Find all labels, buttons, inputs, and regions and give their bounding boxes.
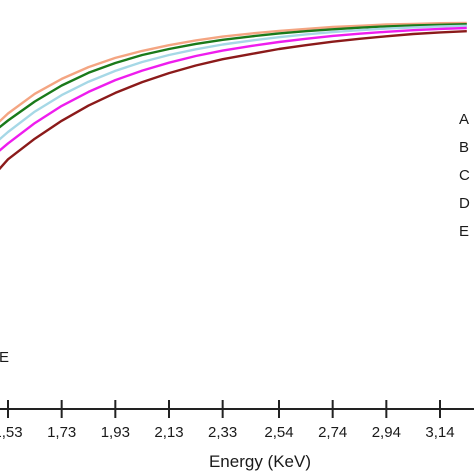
x-tick-label: 1,93 xyxy=(101,424,130,441)
x-tick-label: 1,53 xyxy=(0,424,23,441)
x-tick-label: 3,14 xyxy=(425,424,454,441)
x-tick-label: 2,74 xyxy=(318,424,347,441)
legend-label-a: A xyxy=(459,111,469,128)
legend-label-d: D xyxy=(459,195,470,212)
legend-label-c: C xyxy=(459,167,470,184)
legend-label-e: E xyxy=(459,223,469,240)
x-tick-label: 1,73 xyxy=(47,424,76,441)
series-line-e xyxy=(0,30,467,171)
x-tick-label: 2,13 xyxy=(154,424,183,441)
x-tick-label: 2,54 xyxy=(264,424,293,441)
tick-layer: 1,53 1,73 1,93 2,13 2,33 2,54 2,74 2,94 3,14 xyxy=(0,400,455,441)
x-tick-label: 2,33 xyxy=(208,424,237,441)
series-line-c xyxy=(0,24,467,141)
x-tick-label: 2,94 xyxy=(372,424,401,441)
x-axis-title: Energy (KeV) xyxy=(209,452,311,471)
series-line-b xyxy=(0,23,467,129)
series-line-a xyxy=(0,21,467,123)
series-line-d xyxy=(0,26,467,152)
edge-label: E xyxy=(0,349,9,366)
series-layer xyxy=(0,21,467,171)
legend-label-b: B xyxy=(459,139,469,156)
